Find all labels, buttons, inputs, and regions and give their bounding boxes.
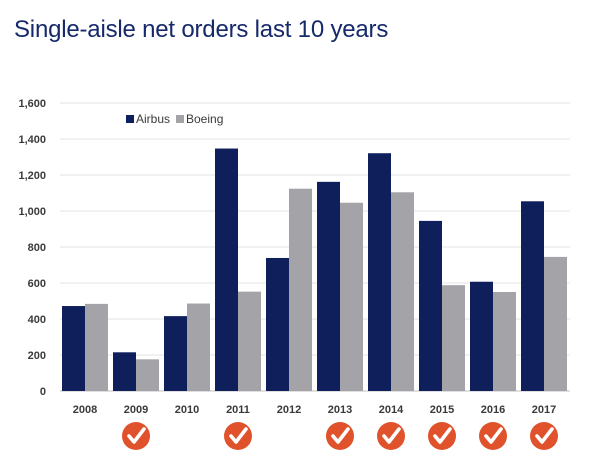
x-tick-label: 2011 [226, 404, 250, 416]
x-tick-label: 2017 [532, 404, 556, 416]
x-tick-label: 2013 [328, 404, 352, 416]
y-axis: 0 200 400 600 800 1,000 1,200 1,400 1,600 [18, 98, 46, 398]
y-tick-label: 1,400 [18, 134, 46, 146]
bar-boeing-2009 [136, 359, 159, 391]
legend-swatch-airbus [126, 115, 134, 123]
bar-airbus-2015 [419, 220, 442, 391]
y-tick-label: 1,600 [18, 98, 46, 110]
check-badge-icon [122, 422, 150, 450]
bar-airbus-2009 [113, 352, 136, 391]
x-tick-label: 2016 [481, 404, 505, 416]
x-axis: 2008 2009 2010 2011 2012 2013 2014 2015 2016 2017 [73, 404, 556, 416]
legend-label-airbus: Airbus [136, 112, 170, 126]
legend: Airbus Boeing [126, 112, 223, 126]
x-tick-label: 2014 [379, 404, 404, 416]
bar-boeing-2017 [544, 256, 567, 391]
bar-airbus-2016 [470, 281, 493, 391]
x-tick-label: 2009 [124, 404, 148, 416]
bar-boeing-2010 [187, 303, 210, 391]
bar-airbus-2017 [521, 201, 544, 391]
bar-airbus-2008 [62, 306, 85, 391]
chart-title: Single-aisle net orders last 10 years [14, 16, 389, 43]
bar-airbus-2013 [317, 181, 340, 391]
y-tick-label: 800 [28, 242, 46, 254]
check-badge-icon [224, 422, 252, 450]
check-badge-icon [428, 422, 456, 450]
check-badge-icon [530, 422, 558, 450]
x-tick-label: 2015 [430, 404, 454, 416]
y-tick-label: 1,000 [18, 206, 46, 218]
check-badge-icon [479, 422, 507, 450]
check-badge-icon [326, 422, 354, 450]
bar-boeing-2013 [340, 202, 363, 391]
bar-boeing-2011 [238, 291, 261, 391]
bar-boeing-2015 [442, 285, 465, 391]
bar-airbus-2011 [215, 148, 238, 391]
y-tick-label: 600 [28, 278, 46, 290]
legend-swatch-boeing [176, 115, 184, 123]
bar-boeing-2008 [85, 303, 108, 391]
y-tick-label: 400 [28, 314, 46, 326]
bar-airbus-2014 [368, 153, 391, 391]
bar-boeing-2012 [289, 188, 312, 391]
bar-boeing-2014 [391, 192, 414, 391]
y-tick-label: 0 [40, 386, 46, 398]
y-tick-label: 200 [28, 350, 46, 362]
legend-label-boeing: Boeing [186, 112, 223, 126]
bar-airbus-2012 [266, 257, 289, 391]
x-tick-label: 2008 [73, 404, 97, 416]
y-tick-label: 1,200 [18, 170, 46, 182]
bar-boeing-2016 [493, 292, 516, 391]
bars [62, 148, 567, 391]
check-badge-icon [377, 422, 405, 450]
bar-airbus-2010 [164, 316, 187, 391]
checkmarks [122, 422, 558, 450]
x-tick-label: 2012 [277, 404, 301, 416]
x-tick-label: 2010 [175, 404, 199, 416]
